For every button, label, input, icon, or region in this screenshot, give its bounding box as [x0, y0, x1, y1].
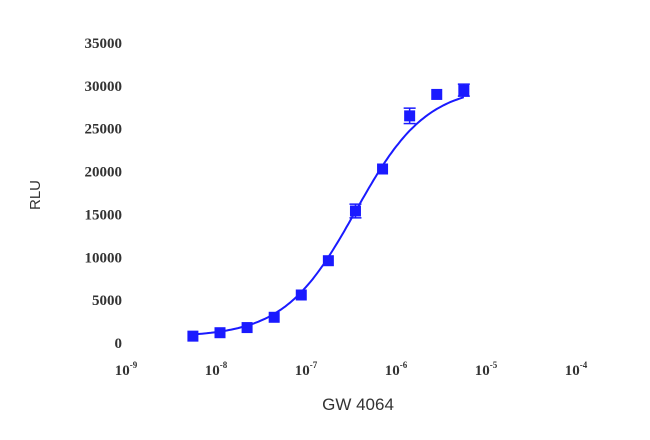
y-tick-label: 30000 [85, 79, 123, 95]
x-tick-exponent: -5 [490, 360, 498, 370]
x-tick-base: 10 [565, 363, 580, 379]
x-tick-exponent: -9 [130, 360, 138, 370]
x-tick-label: 10-5 [475, 360, 498, 379]
x-tick-label: 10-8 [205, 360, 228, 379]
x-axis-title: GW 4064 [322, 395, 394, 414]
x-tick-exponent: -6 [400, 360, 408, 370]
data-point [349, 205, 361, 217]
x-tick-base: 10 [295, 363, 310, 379]
data-point [377, 163, 389, 175]
data-point [295, 289, 307, 301]
x-tick-label: 10-9 [115, 360, 138, 379]
fit-curve [192, 96, 465, 336]
x-tick-base: 10 [475, 363, 490, 379]
y-axis-title: RLU [27, 180, 44, 210]
data-point [268, 311, 280, 323]
error-bars [349, 83, 470, 219]
y-tick-label: 0 [115, 336, 123, 352]
x-tick-base: 10 [205, 363, 220, 379]
data-point [322, 255, 334, 267]
x-tick-label: 10-7 [295, 360, 318, 379]
y-axis-ticks: 0 5000 10000 15000 20000 25000 30000 35000 [85, 36, 123, 352]
y-tick-label: 15000 [85, 207, 123, 223]
data-point [404, 110, 416, 122]
y-tick-label: 5000 [92, 293, 122, 309]
data-point [214, 327, 226, 339]
y-tick-label: 20000 [85, 165, 123, 181]
x-tick-base: 10 [115, 363, 130, 379]
x-tick-exponent: -4 [580, 360, 588, 370]
y-tick-label: 25000 [85, 122, 123, 138]
x-tick-exponent: -7 [310, 360, 318, 370]
data-point [458, 84, 470, 96]
data-points [187, 84, 470, 342]
y-tick-label: 35000 [85, 36, 123, 52]
y-tick-label: 10000 [85, 250, 123, 266]
x-tick-label: 10-4 [565, 360, 588, 379]
x-axis-ticks: 10-9 10-8 10-7 10-6 10-5 10-4 [115, 360, 588, 379]
x-tick-exponent: -8 [220, 360, 228, 370]
x-tick-label: 10-6 [385, 360, 408, 379]
data-point [431, 88, 443, 100]
x-tick-base: 10 [385, 363, 400, 379]
data-point [241, 322, 253, 334]
data-point [187, 330, 199, 342]
